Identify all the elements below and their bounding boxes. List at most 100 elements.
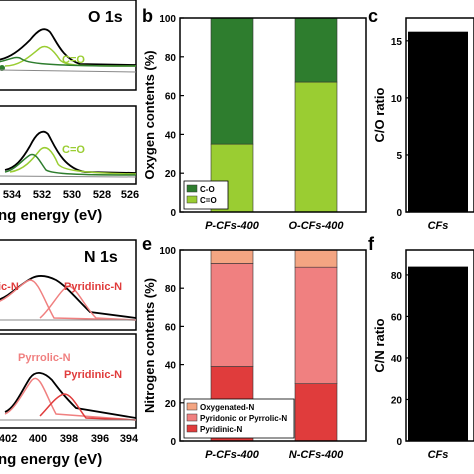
y-tick-label: 40	[165, 130, 177, 141]
xps-n1s-frame-b	[0, 333, 137, 429]
xps-o1s-tick: 530	[63, 189, 81, 201]
chart-oxygen-contents: 0 20 40 60 80 100 P-CFs-400 O-CFs-400 Oxygen con…	[142, 14, 367, 232]
y-tick-label: 20	[165, 169, 177, 180]
xps-n1s-label-pyridinic-a: Pyridinic-N	[64, 281, 122, 293]
y-tick-label: 80	[165, 284, 177, 295]
legend-swatch	[186, 195, 198, 204]
legend-label: Pyridonic or Pyrrolic-N	[200, 414, 287, 423]
y-tick-label: 0	[170, 437, 176, 448]
xps-n1s-panel: N 1s ic-N Pyridinic-N Pyrrolic-N Pyridin…	[0, 239, 139, 468]
x-tick-label: P-CFs-400	[205, 220, 260, 232]
bar-segment	[294, 17, 338, 83]
xps-o1s-co-a	[0, 56, 137, 67]
y-tick-label: 20	[165, 399, 177, 410]
legend-box	[183, 398, 295, 439]
xps-o1s-frame-b	[0, 105, 137, 185]
legend-label: C=O	[200, 196, 217, 205]
xps-n1s-pyridinic-a	[39, 285, 137, 321]
xps-o1s-tick: 526	[121, 189, 139, 201]
bar-segment	[294, 383, 338, 442]
legend-swatch	[186, 184, 198, 193]
xps-n1s-tick: 396	[91, 433, 109, 445]
bar-segment	[294, 266, 338, 385]
legend-label: Oxygenated-N	[200, 403, 254, 412]
panel-letter-f: f	[368, 234, 375, 254]
xps-o1s-xlabel: ng energy (eV)	[0, 207, 102, 224]
bar-segment	[210, 263, 254, 367]
xps-o1s-panel: O 1s C=O C=O 534 532 530 528 526 ng ener…	[0, 0, 139, 224]
y-axis-label: Oxygen contents (%)	[142, 50, 157, 179]
xps-o1s-baseline-b	[0, 175, 137, 178]
y-tick-label: 60	[391, 312, 403, 323]
y-tick-label: 80	[391, 271, 403, 282]
y-tick-label: 20	[391, 395, 403, 406]
panel-letter-b: b	[142, 6, 153, 26]
bar-segment	[210, 17, 254, 145]
legend-swatch	[186, 413, 198, 422]
y-tick-label: 80	[165, 53, 177, 64]
xps-o1s-frame-a	[0, 0, 137, 91]
xps-o1s-marker-a	[0, 65, 5, 71]
x-tick-label: CFs	[428, 220, 449, 232]
plot-frame	[405, 249, 474, 442]
chart-c-n-ratio: 0 20 40 60 80 CFs C/N ratio	[372, 249, 474, 461]
xps-n1s-label-partial: ic-N	[0, 281, 19, 293]
xps-n1s-xlabel: ng energy (eV)	[0, 451, 102, 468]
xps-o1s-tick: 532	[33, 189, 51, 201]
panel-letter-c: c	[368, 6, 378, 26]
legend-swatch	[186, 402, 198, 411]
y-tick-label: 60	[165, 92, 177, 103]
plot-frame	[179, 17, 367, 213]
y-tick-label: 0	[396, 208, 402, 219]
bar-segment	[294, 81, 338, 213]
xps-o1s-baseline-a	[0, 69, 137, 73]
xps-n1s-tick: 398	[60, 433, 78, 445]
plot-frame	[179, 249, 367, 442]
xps-n1s-tick: 400	[29, 433, 47, 445]
x-tick-label: O-CFs-400	[288, 220, 344, 232]
y-tick-label: 40	[391, 354, 403, 365]
xps-n1s-pyridinic-b	[39, 393, 137, 421]
xps-n1s-ticks: 402 400 398 396 394	[0, 433, 139, 445]
xps-n1s-frame-a	[0, 239, 137, 331]
chart-nitrogen-contents: 0 20 40 60 80 100 P-CFs-400 N-CFs-400 Nitrogen c…	[142, 246, 367, 461]
xps-o1s-ceqo-b	[9, 146, 137, 175]
x-tick-label: CFs	[428, 449, 449, 461]
bar-segment	[294, 249, 338, 268]
xps-o1s-tick: 528	[93, 189, 111, 201]
legend-label: C-O	[200, 185, 215, 194]
xps-n1s-label-pyrrolic: Pyrrolic-N	[18, 352, 71, 364]
xps-o1s-co-b	[4, 153, 137, 176]
xps-o1s-tick: 534	[3, 189, 22, 201]
xps-o1s-title: O 1s	[88, 9, 123, 26]
legend-label: Pyridinic-N	[200, 425, 242, 434]
xps-n1s-pyrrolic-b	[4, 377, 137, 421]
y-axis-label: Nitrogen contents (%)	[142, 278, 157, 413]
bar	[408, 266, 468, 441]
xps-n1s-label-pyridinic-b: Pyridinic-N	[64, 369, 122, 381]
xps-o1s-ticks: 534 532 530 528 526	[3, 189, 139, 201]
xps-n1s-fit-b	[4, 372, 137, 419]
xps-o1s-peak-label-b: C=O	[62, 144, 85, 156]
y-axis-label: C/O ratio	[372, 87, 387, 142]
plot-frame	[405, 17, 474, 213]
y-tick-label: 10	[391, 94, 403, 105]
x-tick-label: N-CFs-400	[289, 449, 344, 461]
x-tick-label: P-CFs-400	[205, 449, 260, 461]
y-tick-label: 40	[165, 361, 177, 372]
xps-n1s-title: N 1s	[84, 249, 118, 266]
y-tick-label: 15	[391, 37, 403, 48]
y-tick-label: 100	[159, 246, 176, 257]
bar-segment	[210, 249, 254, 264]
bar	[408, 31, 468, 212]
xps-o1s-fit-b	[4, 130, 137, 174]
legend-swatch	[186, 424, 198, 433]
xps-o1s-peak-label-a: C=O	[62, 54, 85, 66]
y-axis-label: C/N ratio	[372, 318, 387, 372]
xps-o1s-fit-a	[0, 28, 137, 66]
xps-n1s-tick: 402	[0, 433, 17, 445]
panel-letter-e: e	[142, 234, 152, 254]
y-tick-label: 60	[165, 322, 177, 333]
chart-c-o-ratio: 0 5 10 15 CFs C/O ratio	[372, 17, 474, 232]
